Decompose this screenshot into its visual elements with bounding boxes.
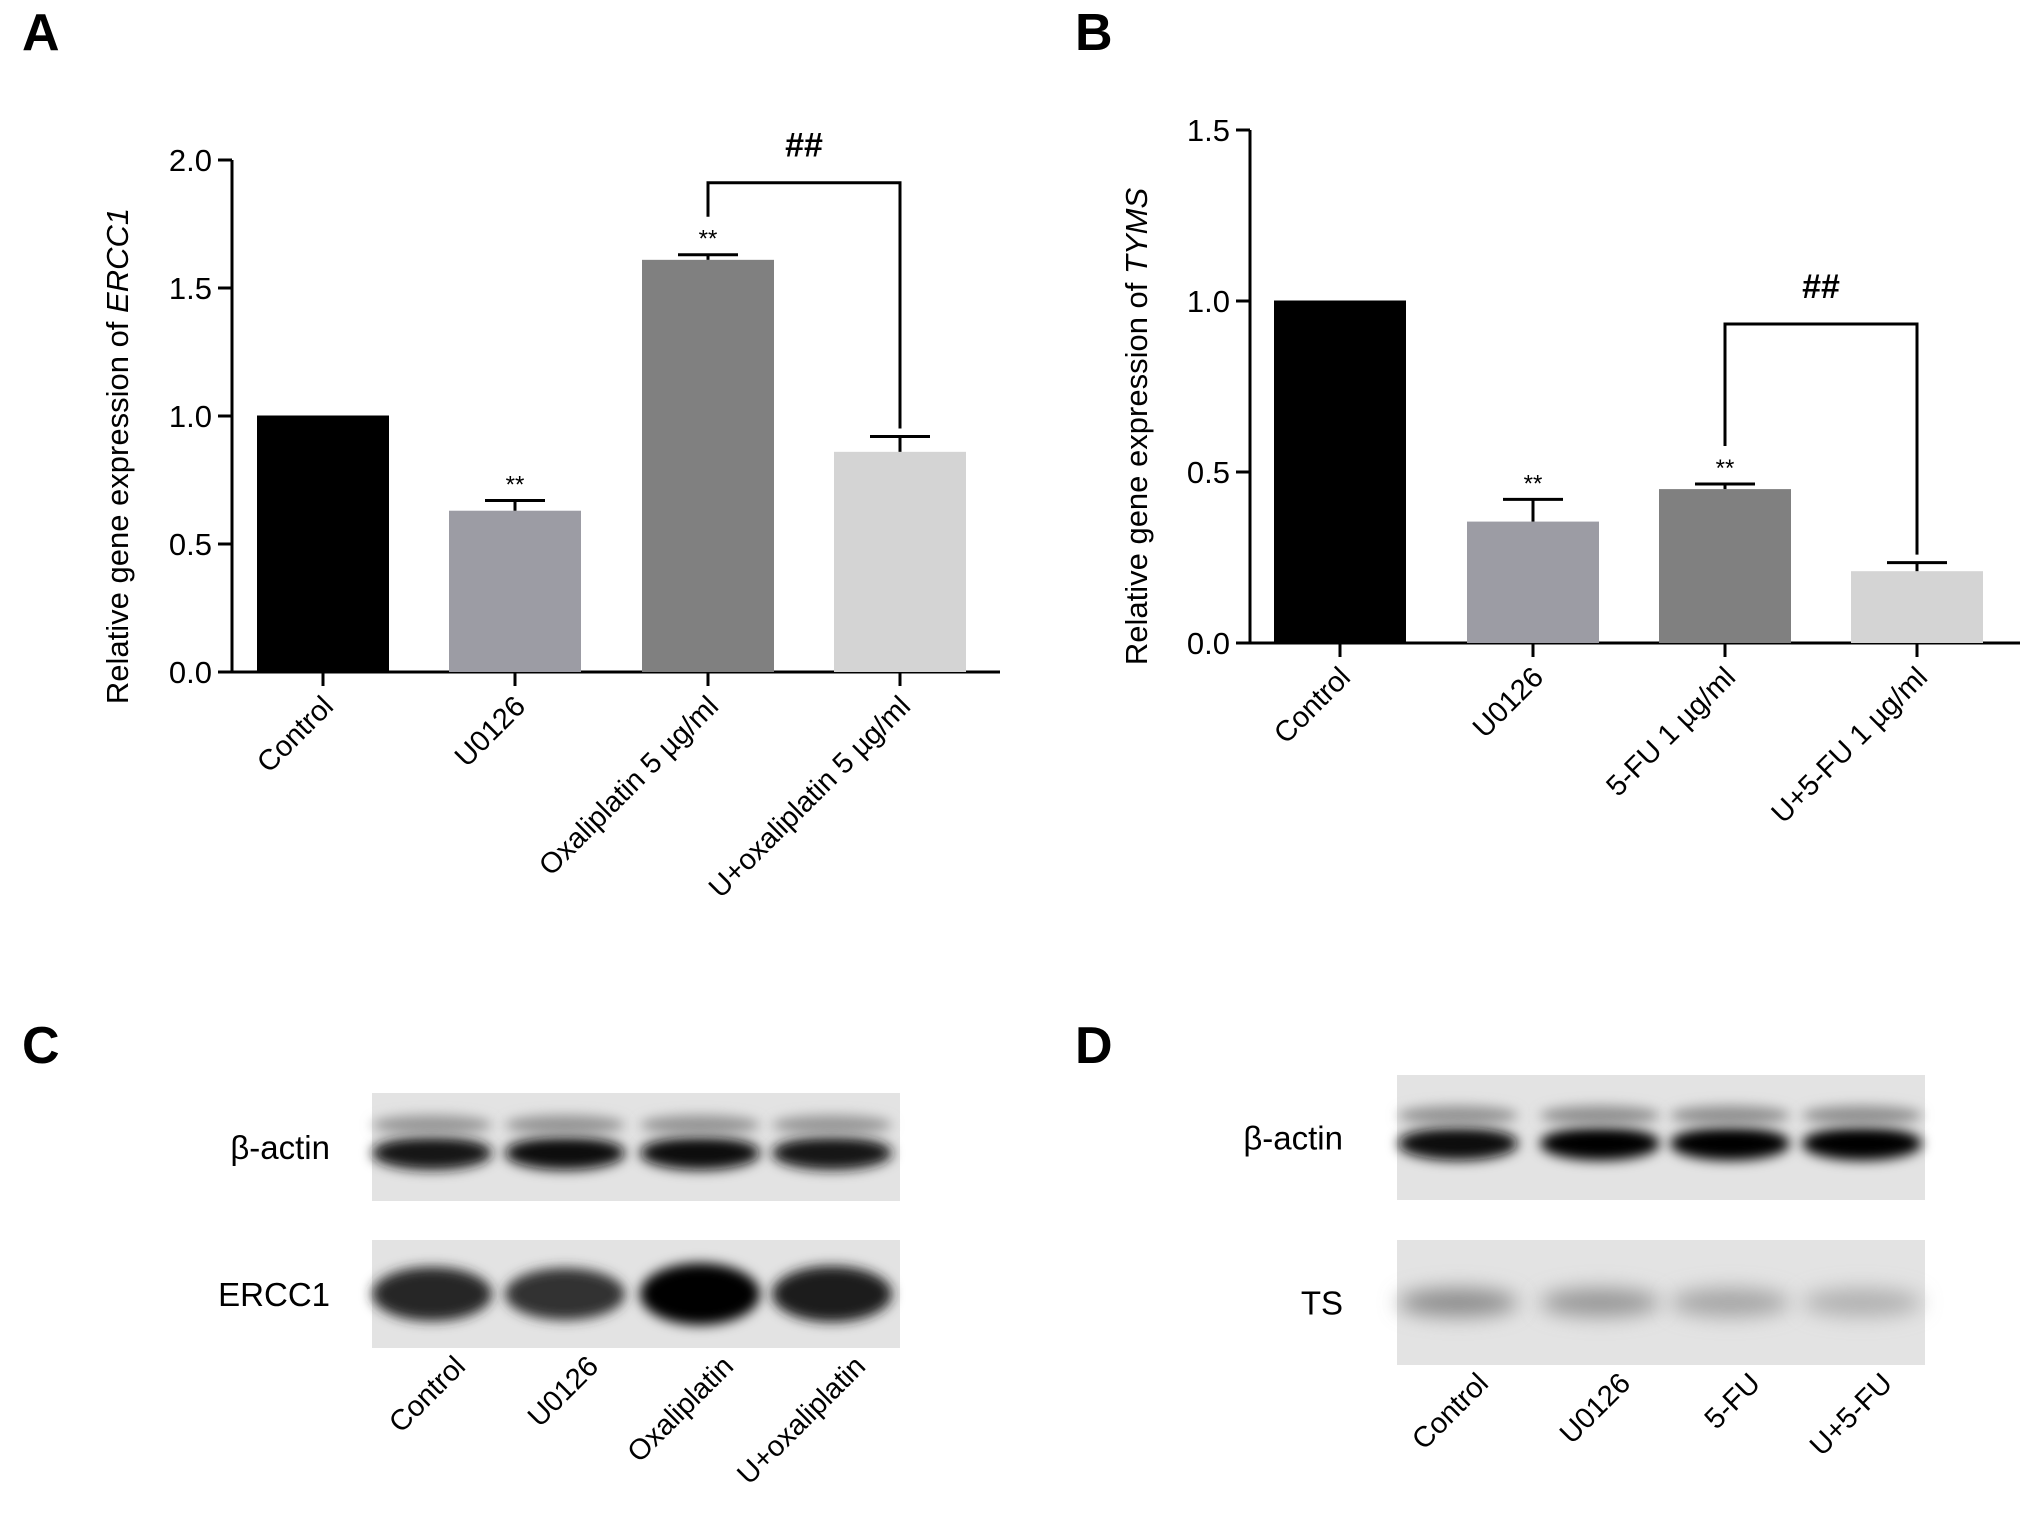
category-label: 5-FU 1 µg/ml [1600,661,1742,803]
chart-a: 0.0 0.5 1.0 1.5 2.0 Relative gene expression … [100,127,1000,904]
panel-label-b: B [1075,4,1113,62]
bar-4 [1851,571,1983,643]
blot-band [640,1136,760,1170]
comparison-marker: ## [785,127,823,165]
blot-band-faint [1802,1105,1922,1126]
y-axis-label-gene: ERCC1 [100,208,135,313]
y-tick-label: 1.5 [1187,113,1230,148]
blot-band [772,1266,892,1322]
category-label: U+oxaliplatin 5 µg/ml [703,690,917,904]
comparison-bracket [706,181,902,429]
bar-3 [1659,489,1791,643]
blot-band [505,1268,625,1320]
y-tick-label: 1.0 [169,399,212,434]
bar-2 [1467,521,1599,643]
lane-label: U+oxaliplatin [731,1350,872,1491]
bar-4 [834,451,966,672]
chart-b: 0.0 0.5 1.0 1.5 Relative gene expression of … [1119,113,2020,830]
significance-marker: ** [1524,470,1543,497]
category-label: Control [251,690,340,779]
comparison-bracket [1723,322,1919,555]
lane-label: 5-FU [1699,1367,1767,1435]
y-axis-label-prefix: Relative gene expression of [1119,274,1154,665]
blot-row-label: β-actin [230,1129,330,1166]
category-label: U+5-FU 1 µg/ml [1766,661,1934,829]
blot-band [505,1136,625,1170]
blot-band-faint [772,1115,892,1135]
category-label: U0126 [449,690,532,773]
significance-marker: ** [1716,455,1735,482]
bar-1 [257,416,389,672]
blot-row-label: TS [1301,1285,1343,1322]
lane-label: Control [383,1350,472,1439]
blot-c: β-actin ERCC1 Control U0126 OxaliplatinU+oxa… [218,1093,900,1491]
blot-band [1398,1126,1518,1161]
blot-band [1670,1288,1790,1317]
y-tick-label: 0.5 [1187,455,1230,490]
blot-band [1540,1126,1660,1161]
bar-1 [1274,301,1406,643]
category-label: Oxaliplatin 5 µg/ml [533,690,725,882]
blot-band [772,1136,892,1170]
panel-label-d: D [1075,1017,1113,1075]
blot-band-faint [1398,1105,1518,1126]
blot-band [1802,1126,1922,1161]
blot-band [640,1263,760,1325]
blot-band-faint [1540,1105,1660,1126]
blot-band [1540,1288,1660,1317]
y-axis-label-prefix: Relative gene expression of [100,313,135,704]
blot-band [372,1267,492,1321]
blot-band-faint [640,1115,760,1135]
blot-band [1670,1126,1790,1161]
y-tick-label: 1.0 [1187,284,1230,319]
blot-band [372,1136,492,1170]
lane-label: U0126 [522,1350,605,1433]
blot-band-faint [1670,1105,1790,1126]
y-axis-label: Relative gene expression of ERCC1 [100,208,135,704]
y-tick-label: 0.0 [169,655,212,690]
blot-d: β-actin TS Control U0126 5-FU U+5-FU [1243,1075,1925,1462]
lane-label: Oxaliplatin [622,1350,740,1468]
category-label: Control [1268,661,1357,750]
panel-label-a: A [22,4,60,62]
lane-label: U+5-FU [1804,1367,1899,1462]
y-axis-label: Relative gene expression of TYMS [1119,188,1154,666]
bar-2 [449,510,581,672]
lane-label: U0126 [1554,1367,1637,1450]
blot-row-label: β-actin [1243,1120,1343,1157]
significance-marker: ** [699,226,718,253]
blot-band [1398,1288,1518,1317]
panel-label-c: C [22,1017,60,1075]
comparison-marker: ## [1802,268,1840,306]
y-tick-label: 0.0 [1187,626,1230,661]
bar-3 [642,259,774,672]
blot-row-label: ERCC1 [218,1276,330,1313]
blot-band-faint [372,1115,492,1135]
blot-band-faint [505,1115,625,1135]
significance-marker: ** [506,471,525,498]
blot-band [1802,1288,1922,1317]
category-label: U0126 [1467,661,1550,744]
y-tick-label: 0.5 [169,527,212,562]
y-tick-label: 1.5 [169,271,212,306]
lane-label: Control [1406,1367,1495,1456]
y-tick-label: 2.0 [169,143,212,178]
y-axis-label-gene: TYMS [1119,188,1154,274]
